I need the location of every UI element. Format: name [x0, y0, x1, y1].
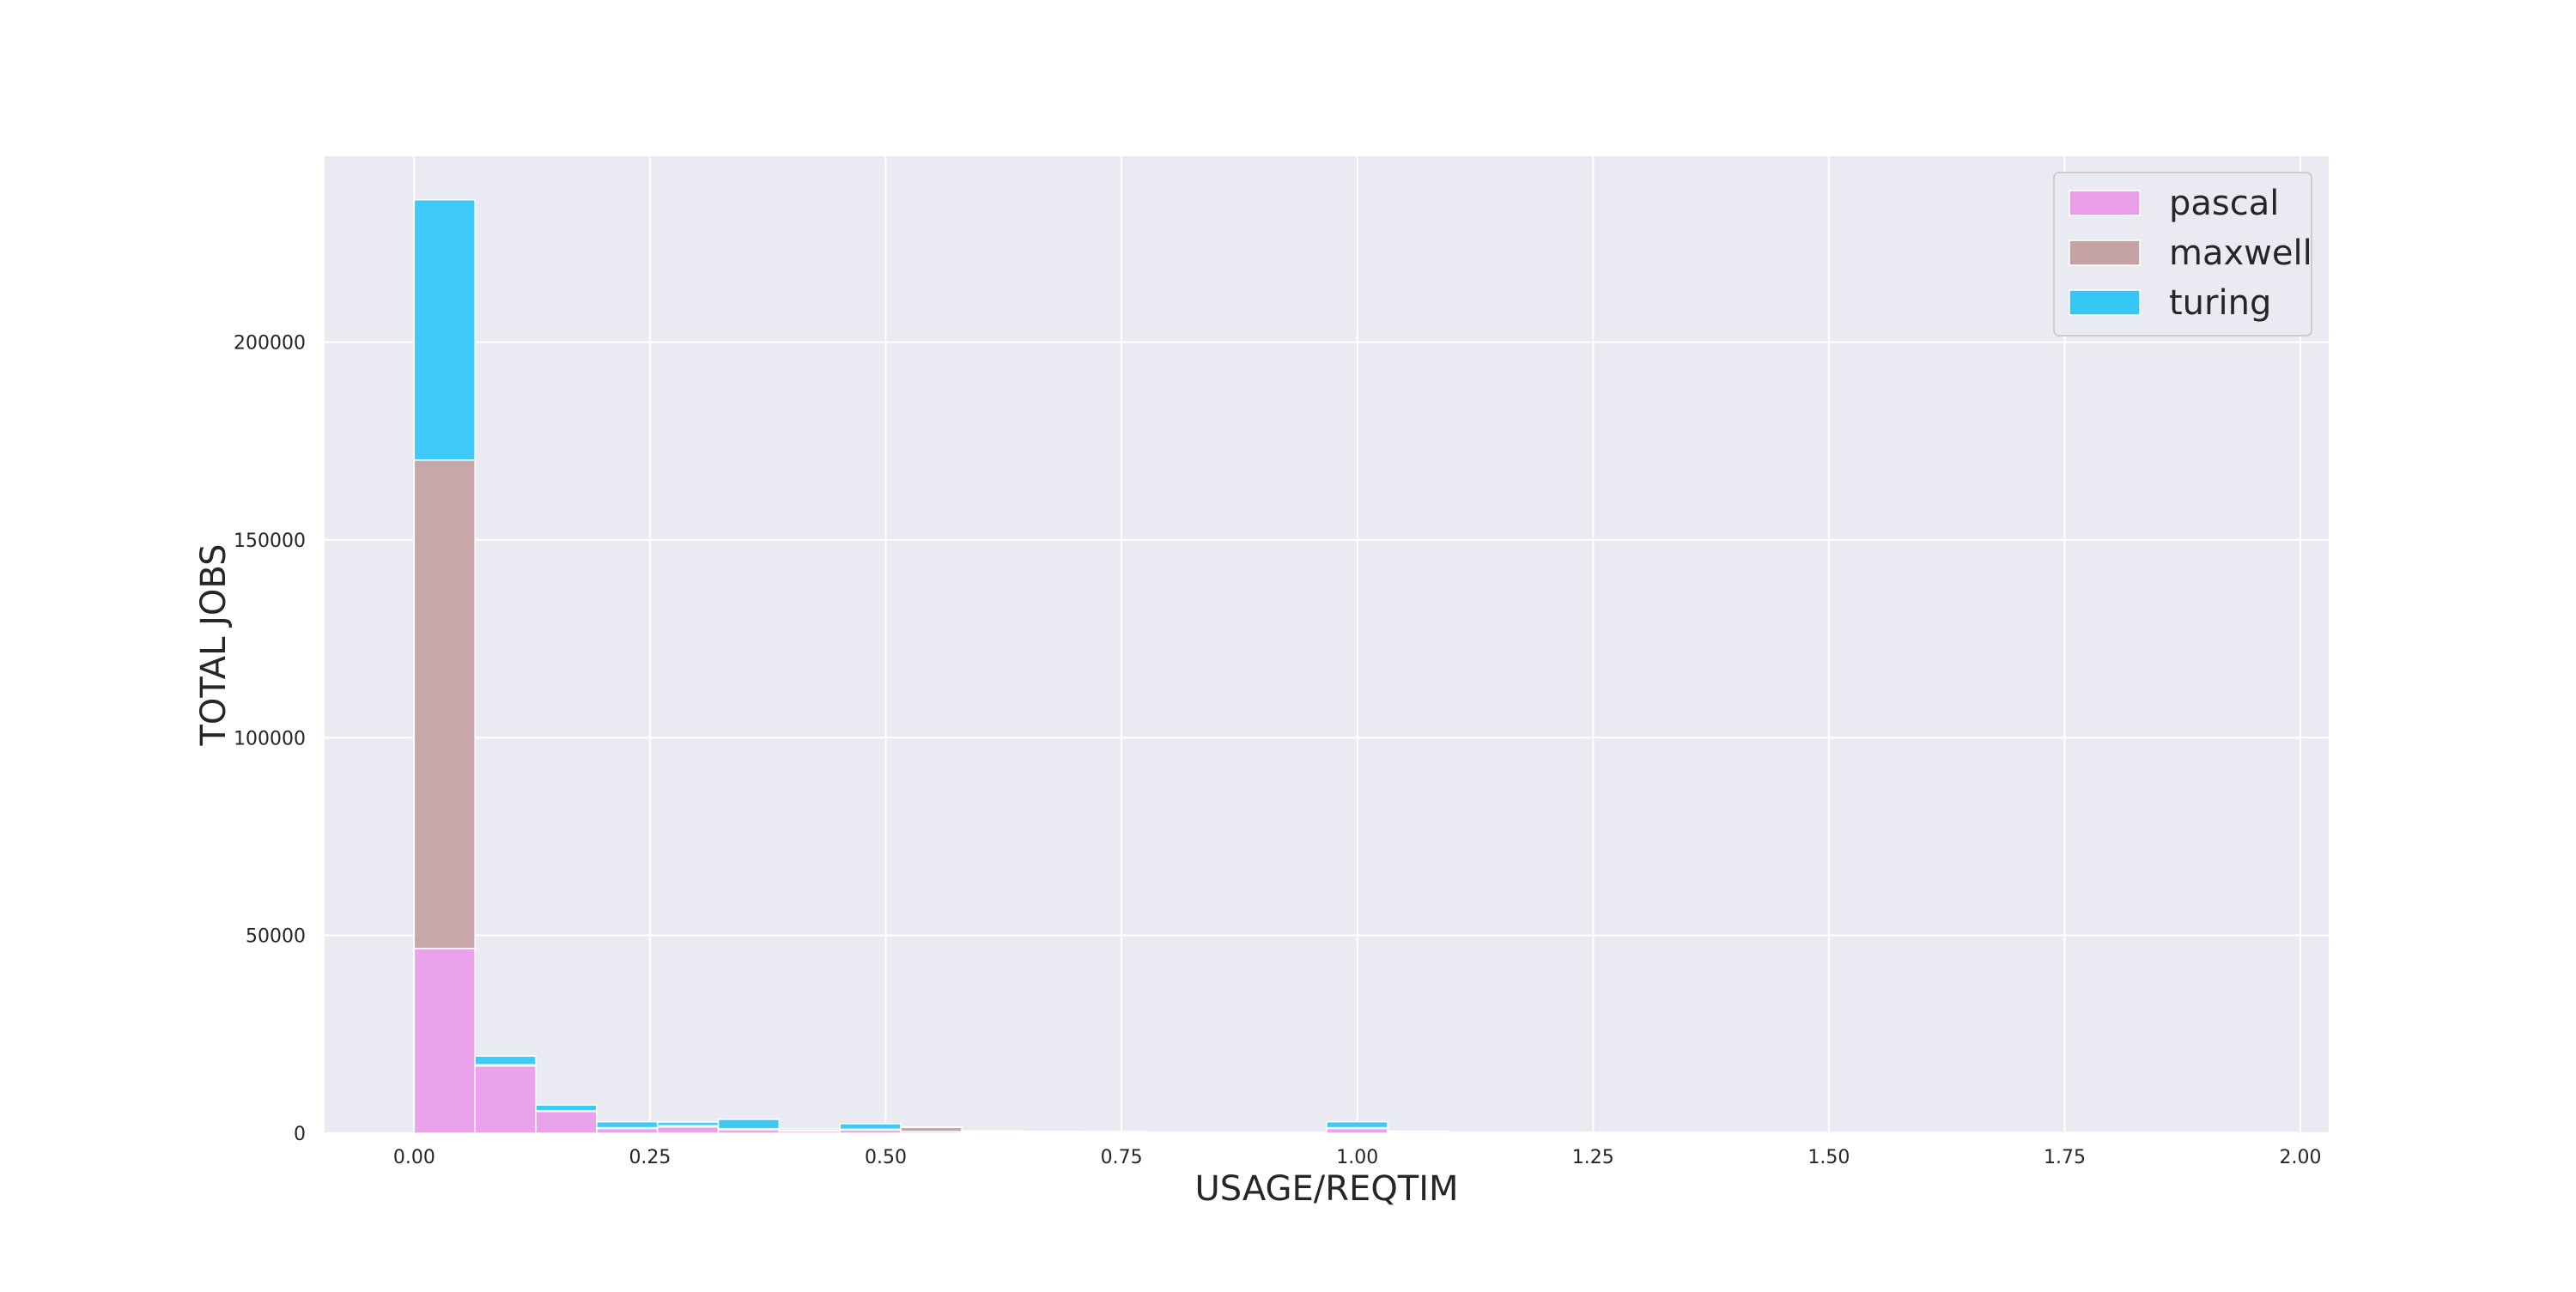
bar-turing	[1082, 1131, 1145, 1133]
y-tick-label: 0	[294, 1124, 306, 1145]
bar-pascal	[656, 1125, 720, 1134]
x-tick-label: 1.25	[1572, 1147, 1614, 1168]
x-tick-label: 0.25	[629, 1147, 671, 1168]
legend-label-turing: turing	[2169, 283, 2271, 323]
y-axis-ticks: 0 50000 100000 150000 200000	[234, 333, 306, 1145]
x-tick-label: 0.75	[1101, 1147, 1143, 1168]
bars	[413, 198, 2301, 1135]
bar-pascal	[596, 1127, 659, 1134]
bar-turing	[1934, 1131, 1997, 1134]
x-tick-label: 1.00	[1336, 1147, 1378, 1168]
bar-pascal	[1326, 1127, 1388, 1134]
bar-turing	[413, 198, 476, 461]
legend-swatch-turing	[2069, 289, 2141, 316]
bar-turing	[900, 1125, 963, 1128]
bar-turing	[1752, 1131, 1814, 1134]
legend-swatch-maxwell	[2069, 240, 2141, 266]
x-tick-label: 1.50	[1807, 1147, 1850, 1168]
bar-turing	[1022, 1130, 1084, 1133]
bar-turing	[1447, 1131, 1510, 1134]
bar-turing	[1813, 1131, 1875, 1134]
bar-turing	[656, 1121, 720, 1126]
legend-label-maxwell: maxwell	[2169, 234, 2312, 273]
legend: pascal maxwell turing	[2053, 172, 2312, 337]
bar-turing	[474, 1055, 537, 1066]
x-axis-title: USAGE/REQTIM	[1194, 1169, 1458, 1209]
x-tick-label: 1.75	[2044, 1147, 2086, 1168]
bar-maxwell	[413, 459, 476, 949]
bar-turing	[1143, 1131, 1206, 1134]
y-tick-label: 150000	[234, 531, 306, 552]
bar-pascal	[535, 1110, 598, 1134]
legend-swatch-pascal	[2069, 190, 2141, 216]
bar-turing	[1873, 1131, 1936, 1134]
bar-pascal	[413, 948, 476, 1134]
y-tick-label: 50000	[246, 926, 306, 948]
x-axis-ticks: 0.00 0.25 0.50 0.75 1.00 1.25 1.50 1.75 2.00	[393, 1147, 2322, 1168]
bar-turing	[717, 1119, 781, 1130]
bar-turing	[1569, 1131, 1631, 1134]
bar-turing	[1995, 1131, 2057, 1134]
bar-turing	[1508, 1131, 1571, 1134]
bar-turing	[2178, 1131, 2240, 1134]
bar-turing	[2117, 1131, 2179, 1134]
bar-turing	[1204, 1131, 1267, 1134]
y-tick-label: 100000	[234, 728, 306, 749]
bar-pascal	[474, 1065, 537, 1134]
plot-background	[325, 156, 2329, 1133]
bar-turing	[1265, 1131, 1327, 1134]
bar-turing	[2056, 1131, 2118, 1134]
y-tick-label: 200000	[234, 333, 306, 355]
bar-turing	[535, 1104, 598, 1112]
bar-turing	[1691, 1131, 1753, 1134]
x-tick-label: 2.00	[2280, 1147, 2322, 1168]
bar-turing	[1630, 1131, 1692, 1134]
x-tick-label: 0.00	[393, 1147, 435, 1168]
bar-turing	[2238, 1131, 2301, 1134]
bar-turing	[778, 1128, 841, 1131]
y-axis-title: TOTAL JOBS	[194, 543, 234, 746]
bar-turing	[839, 1123, 902, 1131]
bar-turing	[1326, 1120, 1388, 1129]
x-tick-label: 0.50	[865, 1147, 907, 1168]
legend-label-pascal: pascal	[2169, 184, 2279, 223]
bar-turing	[596, 1120, 659, 1129]
